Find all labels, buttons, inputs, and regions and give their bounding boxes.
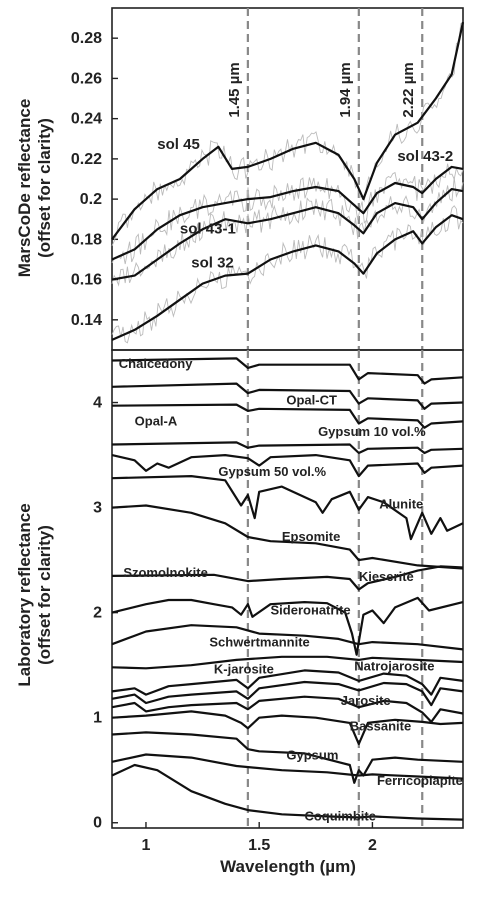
series-label-alunite: Alunite	[379, 497, 423, 512]
series-label-gypsum: Gypsum	[286, 748, 338, 763]
series-label-schwertmannite: Schwertmannite	[209, 634, 309, 649]
x-tick-label: 1	[142, 837, 151, 854]
y-tick-label: 0.18	[71, 231, 102, 248]
series-label-gypsum-10-vol: Gypsum 10 vol.%	[318, 424, 426, 439]
series-label-sider-atrite: Siderонatrite	[271, 603, 351, 618]
spectrum-line-chalcedony	[111, 357, 464, 385]
spectrum-line-k-jarosite	[111, 680, 464, 707]
y-tick-label: 0.14	[71, 312, 102, 329]
spectrum-line-ferricopiapite	[111, 753, 464, 780]
y-tick-label: 0.28	[71, 30, 102, 47]
y-tick-label: 0.22	[71, 151, 102, 168]
series-label-opal-ct: Opal-CT	[286, 393, 337, 408]
raw-spectrum-sol-43-2	[111, 163, 464, 265]
spectrum-line-alunite	[111, 475, 464, 541]
panel-frame	[111, 349, 464, 829]
y-tick-label: 0.2	[80, 191, 102, 208]
y-axis-title-top-line2: (offset for clarity)	[35, 118, 54, 258]
mars-reflectance-panel: 0.14 0.16 0.18 0.2 0.22 0.24 0.26 0.28 sol 45 sol…	[71, 7, 465, 351]
spectrum-line-sol-45	[111, 21, 465, 241]
spectrum-line-sider-atrite	[111, 624, 464, 651]
spectrum-line-jarosite	[111, 695, 464, 723]
x-tick-label: 1.5	[248, 837, 270, 854]
y-tick-label: 0.16	[71, 272, 102, 289]
y-axis-title-top: MarsCoDe reflectance (offset for clarity…	[15, 99, 54, 278]
y-tick-label: 0	[93, 815, 102, 832]
y-tick-label: 2	[93, 605, 102, 622]
reference-line-label-2-22-m: 2.22 µm	[400, 62, 417, 117]
series-label-ferricopiapite: Ferricopiapite	[377, 773, 463, 788]
y-axis-title-top-line1: MarsCoDe reflectance	[15, 99, 34, 278]
spectrum-line-gypsum	[111, 731, 464, 784]
spectrum-line-epsomite	[111, 504, 464, 570]
series-label-sol-45: sol 45	[157, 136, 200, 153]
series-label-gypsum-50-vol: Gypsum 50 vol.%	[218, 464, 326, 479]
series-label-opal-a: Opal-A	[135, 414, 178, 429]
y-tick-label: 0.24	[71, 111, 102, 128]
raw-spectrum-sol-45	[111, 22, 464, 246]
spectrum-line-szomolnokite	[111, 596, 464, 656]
series-label-sol-43-1: sol 43-1	[180, 220, 236, 237]
series-label-kieserite: Kieserite	[359, 569, 414, 584]
series-label-bassanite: Bassanite	[350, 718, 411, 733]
y-axis-title-bottom-line1: Laboratory reflectance	[15, 503, 34, 686]
reference-line-label-1-45-m: 1.45 µm	[226, 62, 243, 117]
raw-spectrum-sol-32	[111, 205, 464, 344]
spectrum-line-gypsum-50-vol	[111, 454, 464, 478]
x-tick-label: 2	[368, 837, 377, 854]
series-label-jarosite: Jarosite	[341, 693, 391, 708]
y-axis-title-bottom: Laboratory reflectance (offset for clari…	[15, 503, 54, 686]
reference-line-label-1-94-m: 1.94 µm	[337, 62, 354, 117]
y-tick-label: 1	[93, 710, 102, 727]
panel-frame	[111, 7, 464, 351]
spectrum-line-opal-a	[111, 403, 464, 429]
series-label-sol-43-2: sol 43-2	[397, 148, 453, 165]
series-label-k-jarosite: K-jarosite	[214, 662, 274, 677]
spectrum-line-natrojarosite	[111, 669, 464, 696]
x-axis-title: Wavelength (µm)	[220, 857, 356, 876]
spectrum-line-gypsum-10-vol	[111, 441, 464, 455]
y-tick-label: 0.26	[71, 70, 102, 87]
y-axis-title-bottom-line2: (offset for clarity)	[35, 525, 54, 665]
spectrum-line-bassanite	[111, 710, 464, 746]
laboratory-reflectance-panel: 0 1 2 3 4 1 1.5 2 Chalcedony Opal-CT Opal-A Gypsum …	[93, 349, 464, 854]
series-label-natrojarosite: Natrojarosite	[354, 658, 434, 673]
series-label-szomolnokite: Szomolnokite	[123, 565, 208, 580]
series-label-epsomite: Epsomite	[282, 529, 341, 544]
y-tick-label: 3	[93, 500, 102, 517]
spectrum-line-schwertmannite	[111, 655, 464, 670]
spectrum-line-kieserite	[111, 565, 464, 591]
spectrum-line-sol-32	[111, 214, 464, 341]
series-label-sol-32: sol 32	[191, 255, 234, 272]
raw-spectrum-sol-43-1	[111, 177, 464, 287]
spectrum-line-sol-43-2	[111, 165, 464, 261]
spectrum-line-opal-ct	[111, 382, 464, 410]
y-tick-label: 4	[93, 395, 102, 412]
spectrum-line-coquimbite	[111, 763, 464, 821]
spectrum-line-sol-43-1	[111, 188, 464, 281]
series-label-chalcedony: Chalcedony	[119, 356, 193, 371]
series-label-coquimbite: Coquimbite	[304, 809, 376, 824]
